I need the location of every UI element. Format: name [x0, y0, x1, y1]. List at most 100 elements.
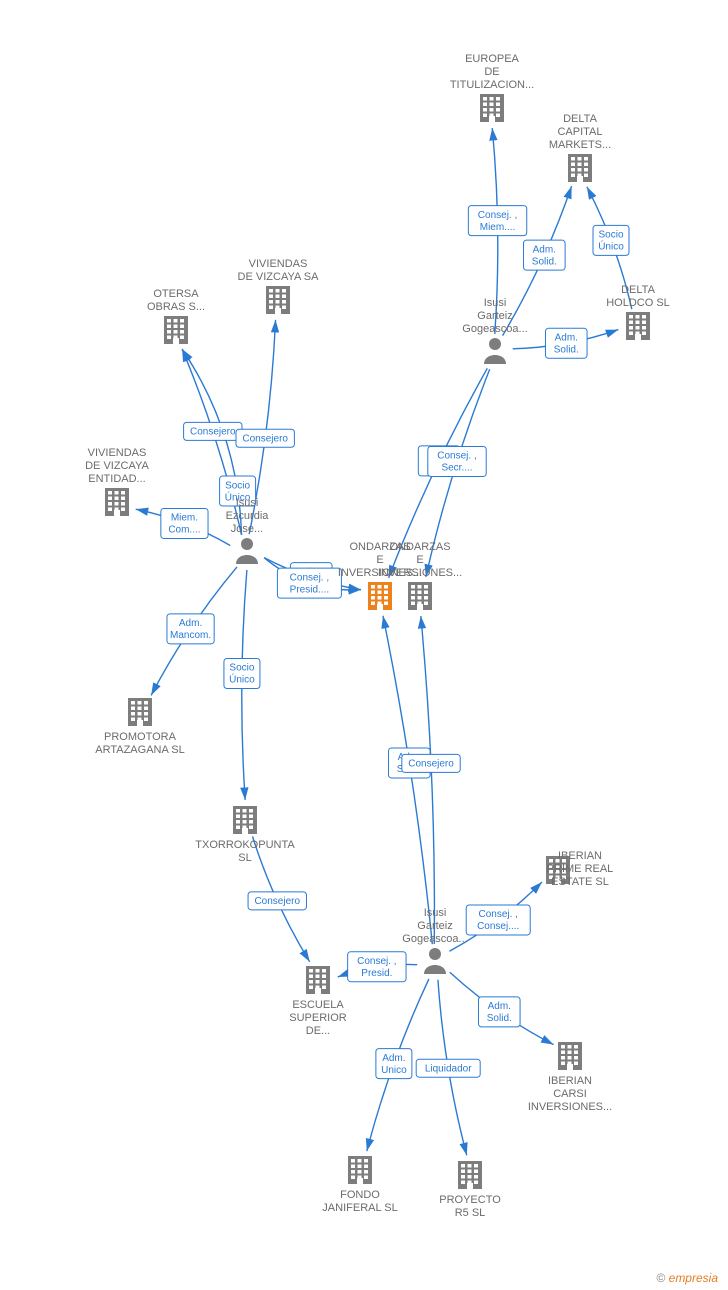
building-icon [105, 488, 129, 516]
node-viviendasent[interactable]: VIVIENDASDE VIZCAYAENTIDAD... [85, 447, 149, 516]
person-icon [236, 538, 258, 564]
node-label: Gogeascoa... [462, 323, 527, 335]
node-label: SUPERIOR [289, 1012, 347, 1024]
svg-text:Com....: Com.... [168, 525, 200, 536]
edge-label: Adm.Unico [376, 1049, 412, 1079]
building-icon [368, 582, 392, 610]
edge-label: Adm.Mancom. [167, 614, 214, 644]
node-label: DE VIZCAYA [85, 460, 149, 472]
svg-text:Solid.: Solid. [554, 345, 579, 356]
svg-text:Consej. ,: Consej. , [478, 909, 517, 920]
edge [182, 349, 241, 535]
svg-text:Consej. ,: Consej. , [478, 210, 517, 221]
node-label: VIVIENDAS [88, 447, 147, 459]
svg-text:Consejero: Consejero [190, 427, 236, 438]
building-icon [233, 806, 257, 834]
network-diagram: Consej. ,Miem....Adm.Solid.SocioÚnicoAdm… [0, 0, 728, 1290]
copyright: © empresia [656, 1271, 718, 1285]
node-label: DELTA [563, 113, 597, 125]
node-label: R5 SL [455, 1207, 486, 1219]
building-icon [306, 966, 330, 994]
node-deltaholdco[interactable]: DELTAHOLDCO SL [606, 284, 670, 340]
edge-label: Consej. ,Miem.... [468, 206, 526, 236]
svg-text:Miem....: Miem.... [480, 222, 516, 233]
node-label: INVERSIONES... [378, 567, 462, 579]
node-label: DE... [306, 1025, 330, 1037]
edge-label: Consej. ,Consej.... [466, 905, 530, 935]
node-label: ONDARZAS [389, 541, 450, 553]
svg-text:Único: Único [229, 673, 255, 686]
svg-text:Adm.: Adm. [555, 333, 578, 344]
building-icon [266, 286, 290, 314]
edge-label: Miem.Com.... [161, 508, 208, 538]
node-label: OTERSA [153, 288, 199, 300]
svg-text:Mancom.: Mancom. [170, 630, 211, 641]
edge-label: Consejero [248, 892, 306, 910]
node-promotora[interactable]: PROMOTORAARTAZAGANA SL [95, 698, 184, 756]
node-label: OBRAS S... [147, 301, 205, 313]
node-label: PROMOTORA [104, 731, 177, 743]
node-iberiancarsi[interactable]: IBERIANCARSIINVERSIONES... [528, 1042, 612, 1113]
building-icon [568, 154, 592, 182]
node-iberianpr[interactable]: IBERIANPRIME REALESTATE SL [546, 850, 613, 888]
node-label: TITULIZACION... [450, 79, 534, 91]
svg-text:Adm.: Adm. [179, 618, 202, 629]
node-label: E [416, 554, 423, 566]
node-label: Isusi [484, 297, 507, 309]
edge-label: Consejero [402, 754, 460, 772]
svg-text:Miem.: Miem. [171, 513, 198, 524]
svg-text:Único: Único [598, 240, 624, 253]
node-europea[interactable]: EUROPEADETITULIZACION... [450, 53, 534, 122]
node-label: Garteiz [417, 920, 452, 932]
node-isusiE[interactable]: IsusiEzcurdiaJose... [226, 497, 270, 564]
svg-text:Presid.: Presid. [361, 968, 392, 979]
svg-text:Liquidador: Liquidador [425, 1063, 472, 1074]
node-isusiG1[interactable]: IsusiGarteizGogeascoa... [462, 297, 527, 364]
node-deltacap[interactable]: DELTACAPITALMARKETS... [549, 113, 611, 182]
node-label: JANIFERAL SL [322, 1202, 397, 1214]
node-label: HOLDCO SL [606, 297, 670, 309]
node-label: Ezcurdia [226, 510, 270, 522]
building-icon [164, 316, 188, 344]
building-icon [408, 582, 432, 610]
edge-label: SocioÚnico [224, 658, 260, 688]
building-icon [128, 698, 152, 726]
node-label: MARKETS... [549, 139, 611, 151]
svg-text:Presid....: Presid.... [290, 584, 329, 595]
node-label: CAPITAL [557, 126, 602, 138]
svg-text:Socio: Socio [598, 230, 623, 241]
node-label: CARSI [553, 1088, 587, 1100]
node-label: PRIME REAL [547, 863, 614, 875]
node-label: ARTAZAGANA SL [95, 744, 184, 756]
node-viviendassa[interactable]: VIVIENDASDE VIZCAYA SA [238, 258, 320, 314]
svg-text:Consejero: Consejero [254, 896, 300, 907]
edge-label: Consej. ,Secr.... [428, 446, 486, 476]
node-label: Jose... [231, 523, 263, 535]
svg-text:Adm.: Adm. [533, 244, 556, 255]
svg-text:Consej. ,: Consej. , [290, 572, 329, 583]
svg-text:Adm.: Adm. [382, 1053, 405, 1064]
node-fondo[interactable]: FONDOJANIFERAL SL [322, 1156, 397, 1214]
svg-text:Socio: Socio [229, 663, 254, 674]
node-label: FONDO [340, 1189, 380, 1201]
node-proyecto[interactable]: PROYECTOR5 SL [439, 1161, 501, 1219]
person-icon [424, 948, 446, 974]
building-icon [558, 1042, 582, 1070]
node-label: ENTIDAD... [88, 473, 145, 485]
node-label: DE [484, 66, 499, 78]
svg-text:Consej. ,: Consej. , [437, 451, 476, 462]
svg-text:Secr....: Secr.... [441, 463, 472, 474]
node-label: Garteiz [477, 310, 512, 322]
node-txorrok[interactable]: TXORROKOPUNTASL [195, 806, 295, 864]
svg-text:Consejero: Consejero [408, 759, 454, 770]
svg-text:Solid.: Solid. [532, 256, 557, 267]
node-otersa[interactable]: OTERSAOBRAS S... [147, 288, 205, 344]
building-icon [480, 94, 504, 122]
node-label: DELTA [621, 284, 655, 296]
edge-label: Consej. ,Presid. [348, 952, 406, 982]
node-label: VIVIENDAS [249, 258, 308, 270]
node-label: Isusi [424, 907, 447, 919]
svg-text:Solid.: Solid. [487, 1013, 512, 1024]
svg-text:Socio: Socio [225, 480, 250, 491]
svg-text:Adm.: Adm. [488, 1001, 511, 1012]
